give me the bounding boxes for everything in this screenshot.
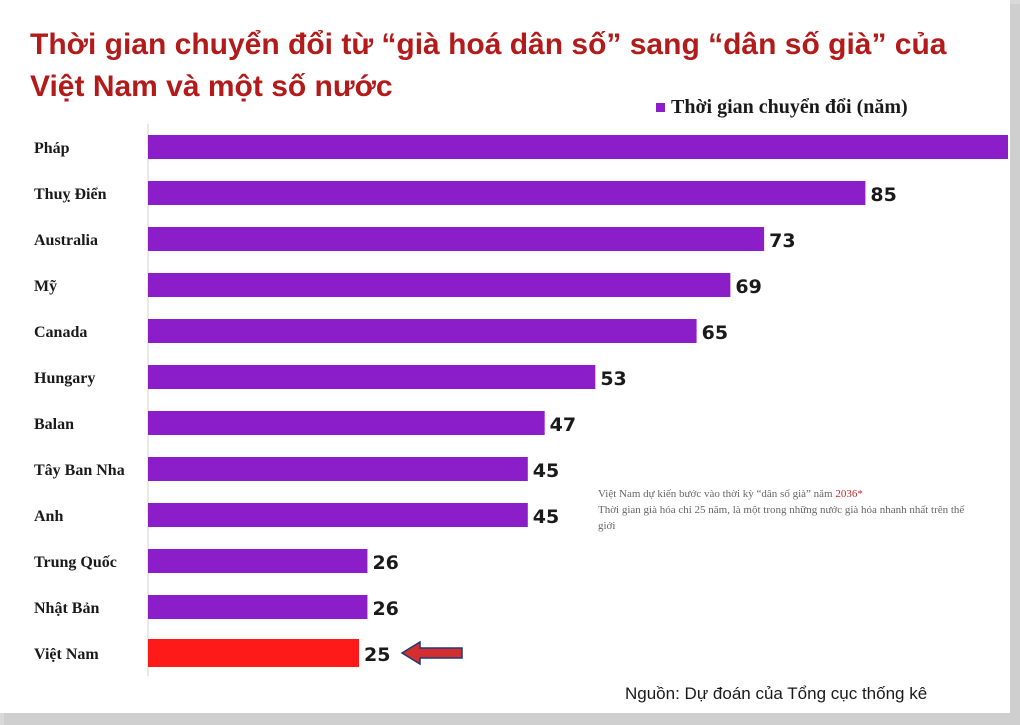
bar	[148, 549, 368, 573]
annotation-line1: Việt Nam dự kiến bước vào thời kỳ “dân s…	[598, 488, 836, 500]
category-label: Australia	[34, 232, 98, 249]
left-arrow-icon	[400, 640, 463, 666]
value-label: 47	[550, 414, 576, 436]
value-label: 53	[600, 368, 626, 390]
value-label: 26	[372, 598, 398, 620]
bar	[148, 273, 731, 297]
slide-shadow-right	[1010, 4, 1020, 725]
value-label: 45	[533, 506, 559, 528]
category-label: Canada	[34, 324, 87, 341]
annotation-year: 2036*	[835, 488, 863, 500]
annotation-note: Việt Nam dự kiến bước vào thời kỳ “dân s…	[598, 486, 978, 534]
bar	[148, 227, 765, 251]
slide-shadow-bottom	[4, 713, 1020, 725]
bar	[148, 595, 368, 619]
value-label: 26	[372, 552, 398, 574]
bar-chart: Pháp Thuỵ Điển 85 Australia 73 Mỹ 69 Canada 65 Hu…	[34, 124, 1008, 676]
source-note: Nguồn: Dự đoán của Tổng cục thống kê	[625, 684, 928, 703]
legend-label: Thời gian chuyển đổi (năm)	[671, 96, 908, 118]
slide-frame	[0, 0, 1010, 713]
category-label: Hungary	[34, 370, 95, 387]
value-label: 69	[735, 276, 761, 298]
category-label: Tây Ban Nha	[34, 462, 125, 479]
value-label: 25	[364, 644, 390, 666]
bar	[148, 319, 697, 343]
bar	[148, 365, 596, 389]
value-label: 65	[702, 322, 728, 344]
bar	[148, 135, 1008, 159]
value-label: 85	[870, 184, 896, 206]
value-label: 73	[769, 230, 795, 252]
bar	[148, 181, 866, 205]
category-label: Thuỵ Điển	[34, 186, 107, 203]
chart-legend: Thời gian chuyển đổi (năm)	[656, 96, 908, 119]
value-label: 45	[533, 460, 559, 482]
category-label: Việt Nam	[34, 646, 99, 663]
bar	[148, 457, 528, 481]
category-label: Pháp	[34, 140, 70, 157]
annotation-line2: Thời gian già hóa chỉ 25 năm, là một tro…	[598, 504, 965, 532]
bar	[148, 639, 359, 667]
category-label: Nhật Bản	[34, 600, 99, 617]
chart-title: Thời gian chuyển đổi từ “già hoá dân số”…	[30, 28, 947, 103]
category-label: Trung Quốc	[34, 554, 117, 571]
bar	[148, 503, 528, 527]
bar	[148, 411, 545, 435]
category-label: Balan	[34, 416, 74, 433]
legend-swatch	[656, 103, 665, 112]
category-label: Anh	[34, 508, 63, 525]
category-label: Mỹ	[34, 278, 57, 295]
